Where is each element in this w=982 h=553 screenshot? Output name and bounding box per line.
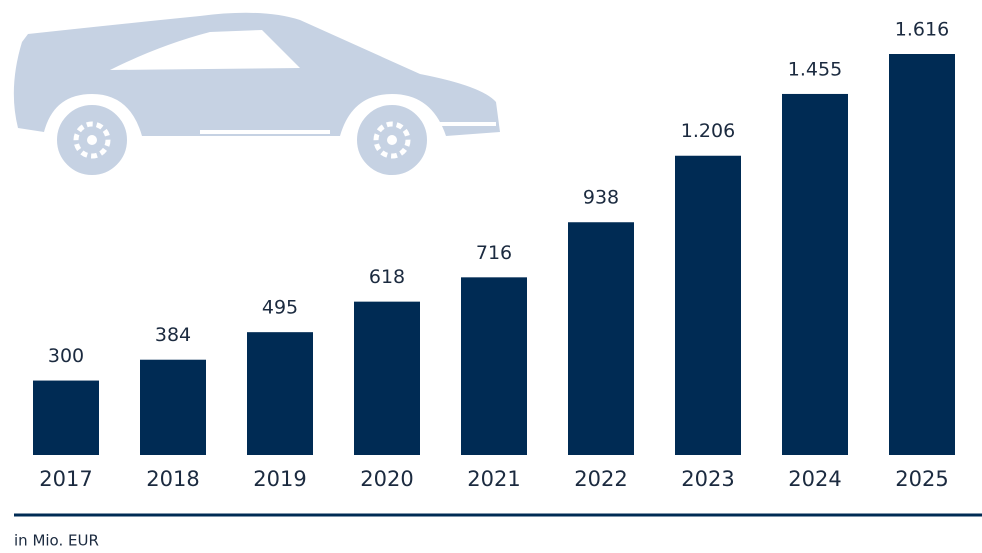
unit-note: in Mio. EUR: [14, 532, 99, 550]
bar: [140, 359, 206, 455]
value-label: 300: [48, 345, 84, 367]
bar: [675, 155, 741, 455]
bar: [889, 54, 955, 455]
value-label: 1.206: [681, 120, 735, 142]
value-label: 938: [583, 187, 619, 209]
x-tick-label: 2018: [146, 467, 199, 491]
value-label: 495: [262, 297, 298, 319]
bar: [568, 222, 634, 455]
x-tick-label: 2022: [574, 467, 627, 491]
x-tick-label: 2019: [253, 467, 306, 491]
x-tick-label: 2025: [895, 467, 948, 491]
bar: [354, 301, 420, 455]
value-label: 1.455: [788, 58, 842, 80]
bar: [461, 277, 527, 455]
x-tick-label: 2023: [681, 467, 734, 491]
value-label: 1.616: [895, 19, 949, 41]
car-illustration: [13, 12, 500, 181]
value-label: 618: [369, 266, 405, 288]
bar: [247, 332, 313, 455]
x-tick-label: 2021: [467, 467, 520, 491]
x-tick-label: 2024: [788, 467, 841, 491]
value-label: 384: [155, 324, 191, 346]
x-tick-label: 2020: [360, 467, 413, 491]
bar: [782, 93, 848, 455]
bar: [33, 380, 99, 455]
value-label: 716: [476, 242, 512, 264]
x-tick-label: 2017: [39, 467, 92, 491]
